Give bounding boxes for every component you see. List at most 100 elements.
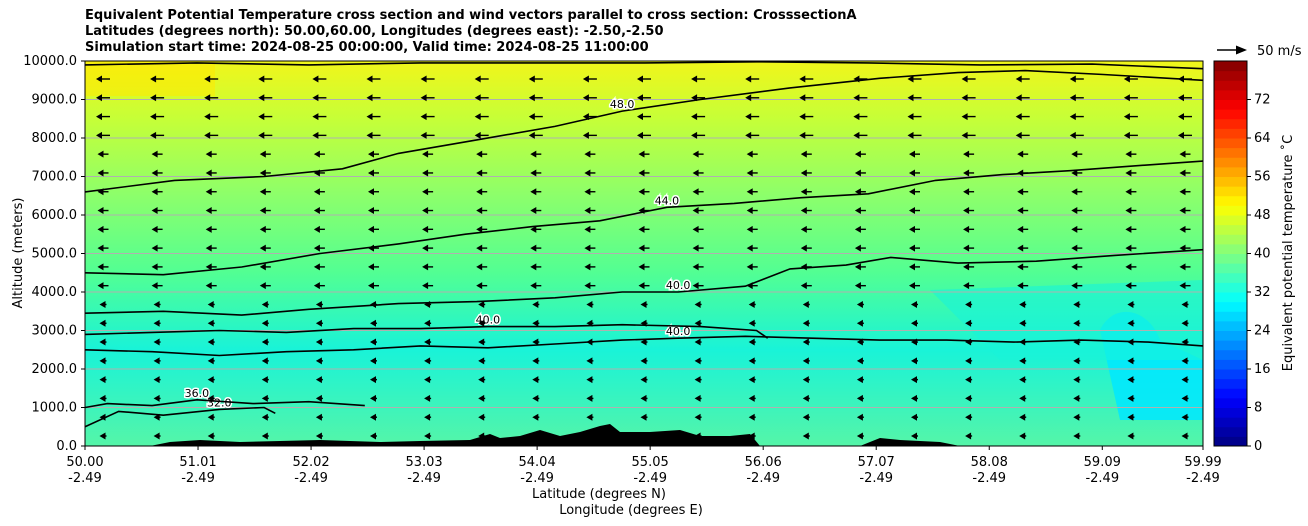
- wind-vector-head: [853, 94, 860, 102]
- wind-vector-head: [854, 207, 861, 215]
- colorbar-segment: [1214, 205, 1247, 216]
- wind-vector-head: [261, 413, 268, 421]
- colorbar-segment: [1214, 301, 1247, 312]
- wind-vector-head: [584, 282, 591, 290]
- wind-vector-head: [799, 94, 806, 102]
- wind-vector-head: [746, 188, 753, 196]
- wind-vector-head: [476, 225, 483, 233]
- wind-vector-head: [259, 263, 266, 271]
- wind-vector-head: [1181, 432, 1188, 440]
- x-tick-label-lon: -2.49: [407, 471, 441, 486]
- wind-vector-head: [907, 94, 914, 102]
- wind-vector-head: [1123, 131, 1130, 139]
- wind-vector-head: [694, 357, 701, 365]
- wind-vector-head: [1127, 319, 1134, 327]
- wind-vector-head: [1181, 338, 1188, 346]
- wind-vector-head: [854, 150, 861, 158]
- wind-vector-head: [691, 94, 698, 102]
- colorbar-segment: [1214, 215, 1247, 226]
- y-tick-label: 9000.0: [32, 93, 78, 108]
- wind-vector-head: [96, 75, 102, 83]
- colorbar-segment: [1214, 311, 1247, 322]
- wind-vector-head: [1019, 394, 1026, 402]
- contour-line-36: [85, 398, 365, 409]
- colorbar-tick-label: 40: [1254, 247, 1271, 262]
- wind-vector-head: [800, 207, 807, 215]
- wind-vector-head: [1073, 376, 1080, 384]
- wind-vector-head: [313, 263, 320, 271]
- wind-vector-head: [748, 432, 755, 440]
- wind-vector-head: [584, 150, 591, 158]
- wind-vector-head: [530, 188, 537, 196]
- wind-vector-head: [422, 263, 429, 271]
- wind-vector-head: [802, 357, 809, 365]
- wind-vector-head: [965, 357, 972, 365]
- wind-vector-head: [478, 338, 485, 346]
- wind-vector-head: [692, 169, 699, 177]
- colorbar-segment: [1214, 186, 1247, 197]
- wind-vector-head: [1071, 188, 1078, 196]
- x-tick-label-lat: 58.08: [971, 455, 1008, 470]
- wind-vector-head: [1073, 319, 1080, 327]
- wind-vector-head: [694, 376, 701, 384]
- wind-vector-head: [259, 282, 266, 290]
- wind-vector-head: [911, 413, 917, 421]
- wind-vector-head: [207, 376, 214, 384]
- x-tick-label-lon: -2.49: [746, 471, 780, 486]
- wind-vector-head: [965, 376, 972, 384]
- colorbar-segment: [1214, 388, 1247, 399]
- wind-vector-head: [205, 282, 212, 290]
- colorbar-segment: [1214, 359, 1247, 370]
- wind-vector-head: [313, 244, 320, 252]
- wind-vector-head: [854, 244, 861, 252]
- wind-vector-head: [424, 413, 431, 421]
- wind-vector-head: [1073, 432, 1080, 440]
- wind-vector-head: [259, 207, 266, 215]
- wind-vector-head: [261, 338, 268, 346]
- wind-vector-head: [1179, 207, 1186, 215]
- wind-vector-head: [97, 225, 104, 233]
- wind-vector-head: [909, 169, 915, 177]
- wind-vector-head: [638, 169, 645, 177]
- wind-vector-head: [424, 319, 431, 327]
- wind-vector-head: [370, 357, 376, 365]
- wind-vector-head: [1015, 75, 1022, 83]
- wind-vector-head: [259, 225, 266, 233]
- wind-vector-head: [150, 113, 157, 121]
- wind-vector-head: [748, 376, 755, 384]
- wind-vector-head: [530, 225, 537, 233]
- contour-label: 40.0: [476, 314, 501, 327]
- wind-vector-head: [204, 113, 211, 121]
- plot-area: 32.036.040.040.040.044.048.052.0: [85, 61, 1203, 446]
- wind-vector-head: [312, 113, 319, 121]
- x-tick-label-lon: -2.49: [181, 471, 215, 486]
- wind-vector-head: [530, 150, 537, 158]
- wind-vector-head: [478, 376, 485, 384]
- wind-vector-head: [911, 432, 917, 440]
- wind-vector-head: [640, 376, 647, 384]
- wind-vector-head: [907, 75, 914, 83]
- wind-vector-head: [207, 357, 214, 365]
- wind-vector-head: [802, 300, 809, 308]
- wind-vector-head: [748, 357, 755, 365]
- wind-vector-head: [745, 131, 752, 139]
- colorbar-tick-label: 8: [1254, 401, 1262, 416]
- wind-vector-head: [582, 131, 589, 139]
- wind-vector-head: [312, 75, 319, 83]
- wind-vector-head: [748, 394, 755, 402]
- wind-vector-head: [748, 338, 755, 346]
- quiver-key-arrow-head: [1236, 45, 1247, 55]
- wind-vector-head: [1019, 413, 1026, 421]
- colorbar-segment: [1214, 397, 1247, 408]
- colorbar-segment: [1214, 61, 1247, 72]
- wind-vector-head: [963, 188, 970, 196]
- wind-vector-head: [530, 282, 537, 290]
- wind-vector-head: [204, 131, 211, 139]
- colorbar-tick-label: 48: [1254, 208, 1271, 223]
- wind-vector-head: [1123, 94, 1130, 102]
- wind-vector-head: [1125, 150, 1132, 158]
- wind-vector-head: [424, 357, 431, 365]
- wind-vector-head: [637, 113, 643, 121]
- wind-vector-head: [745, 75, 752, 83]
